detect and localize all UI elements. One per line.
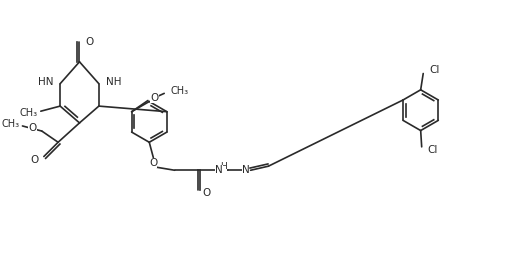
Text: CH₃: CH₃ — [170, 86, 188, 96]
Text: O: O — [149, 158, 157, 168]
Text: CH₃: CH₃ — [19, 108, 37, 118]
Text: NH: NH — [106, 77, 122, 87]
Text: CH₃: CH₃ — [1, 119, 19, 129]
Text: O: O — [31, 155, 39, 165]
Text: Cl: Cl — [429, 66, 440, 76]
Text: O: O — [28, 123, 37, 133]
Text: O: O — [203, 188, 211, 198]
Text: N: N — [215, 165, 223, 175]
Text: O: O — [86, 37, 94, 47]
Text: Cl: Cl — [428, 145, 438, 155]
Text: HN: HN — [37, 77, 53, 87]
Text: H: H — [220, 162, 227, 171]
Text: O: O — [150, 93, 159, 103]
Text: N: N — [241, 165, 249, 175]
